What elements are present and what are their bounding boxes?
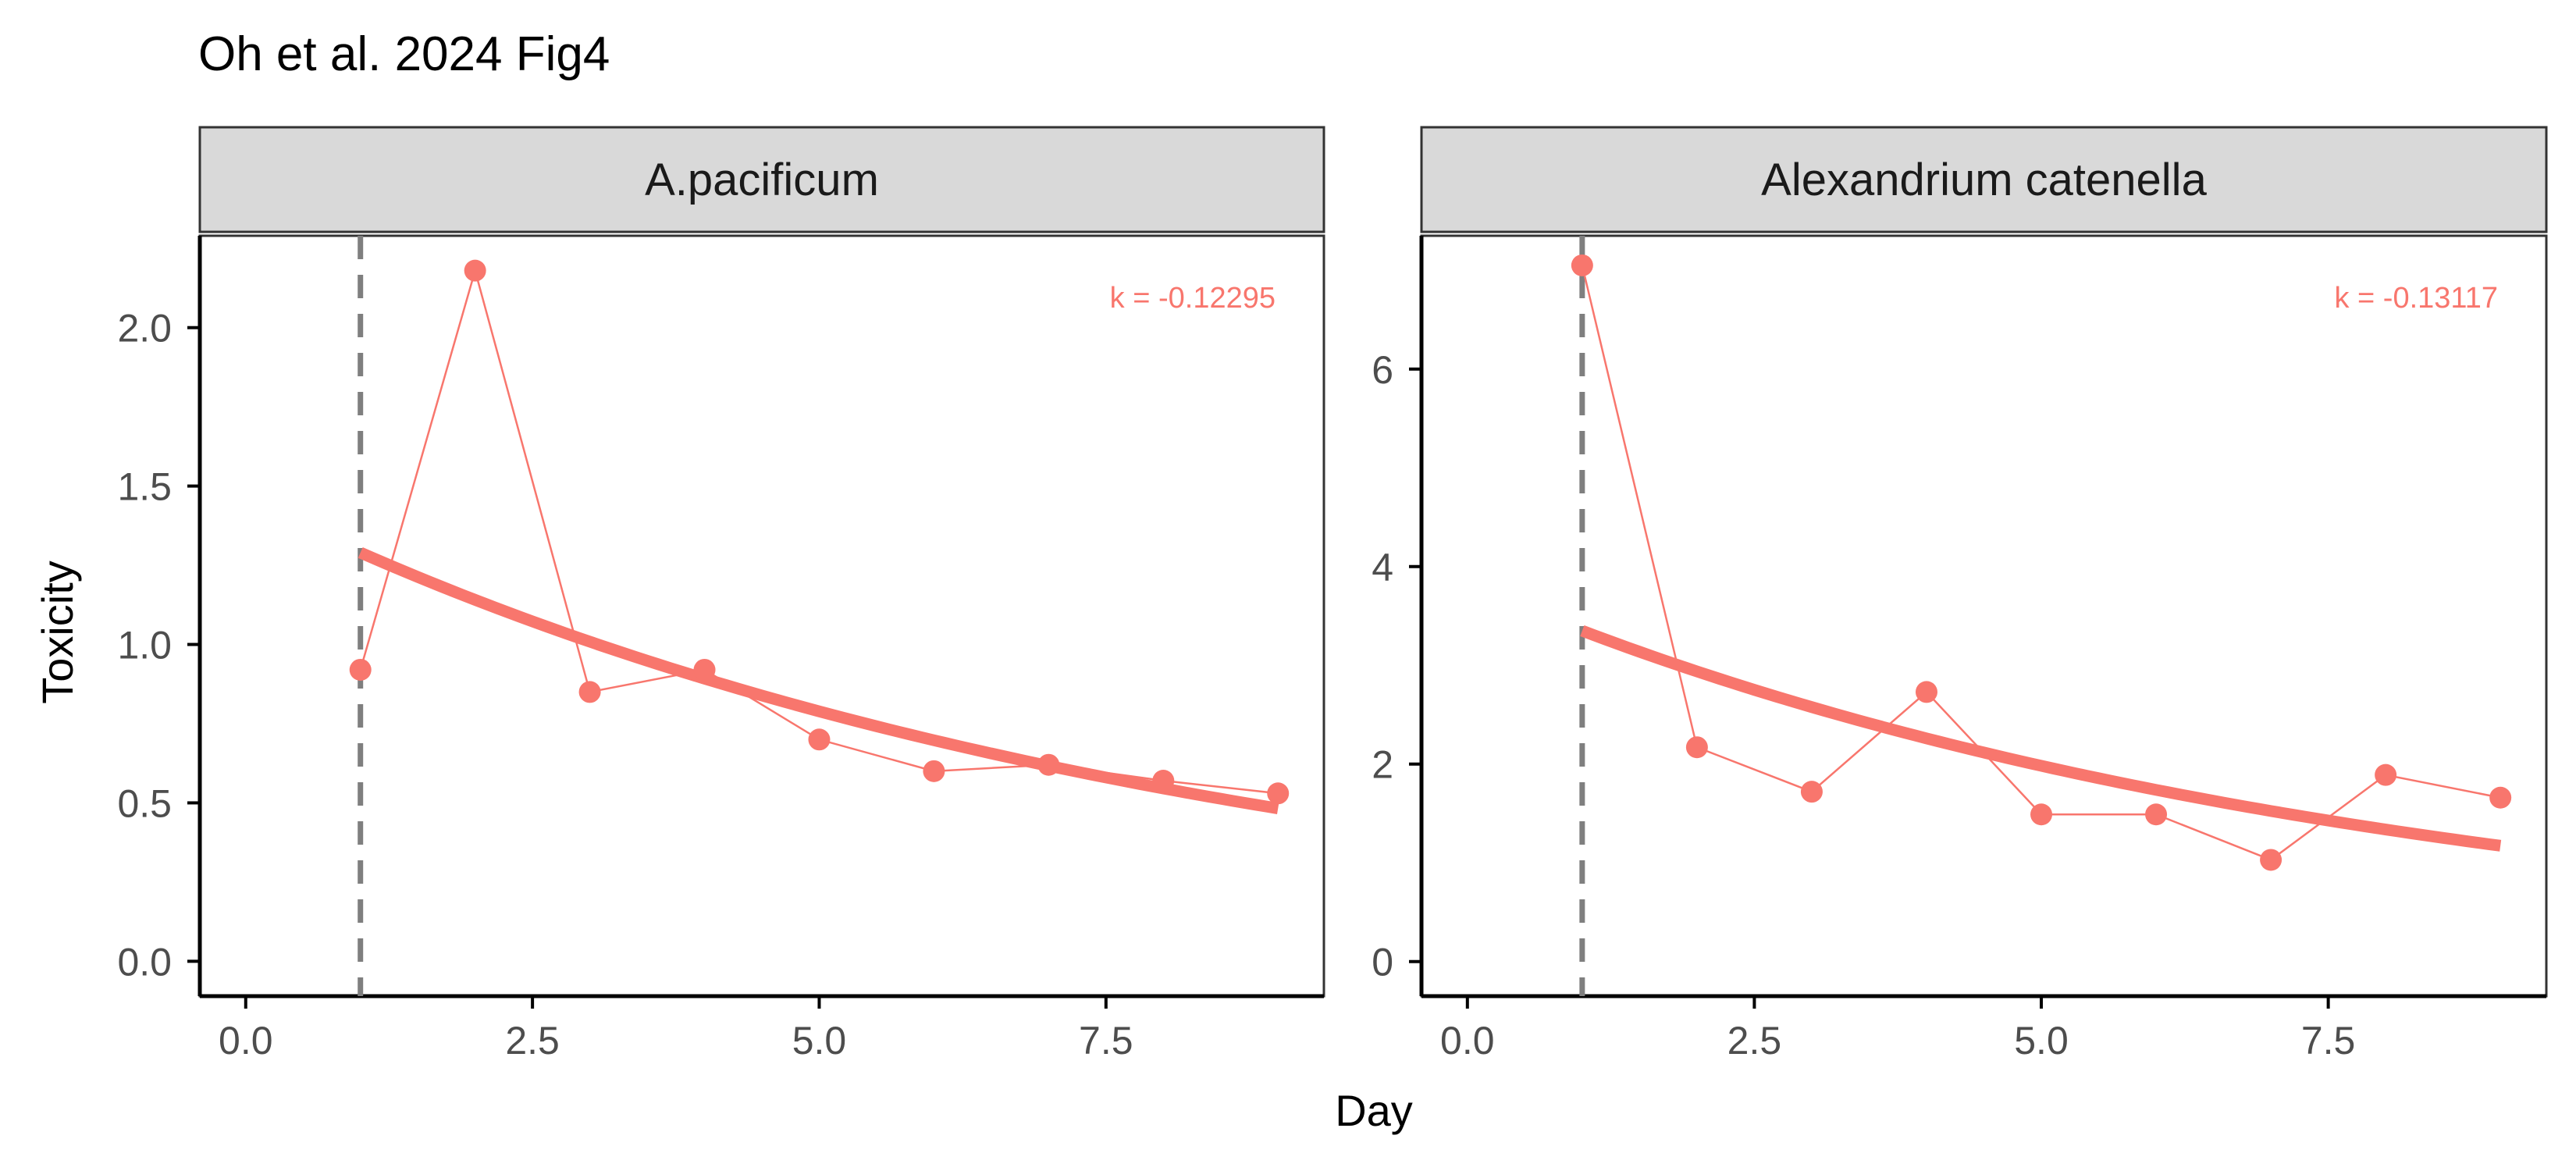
figure-title: Oh et al. 2024 Fig4: [198, 27, 610, 81]
y-tick-label: 2.0: [117, 307, 172, 351]
y-tick-label: 4: [1372, 546, 1393, 589]
x-tick-label: 2.5: [1727, 1019, 1782, 1062]
panel-1: A.pacificum 0.0 0.5 1.0 1.5 2.0 0.0 2.5 5.0 7.5 k …: [117, 126, 1325, 1062]
k-annotation: k = -0.12295: [1110, 282, 1276, 315]
x-tick-label: 7.5: [1079, 1019, 1133, 1062]
fit-curve: [1580, 625, 2502, 852]
x-tick-label: 0.0: [1440, 1019, 1495, 1062]
data-point: [1267, 782, 1290, 805]
y-tick-label: 0.0: [117, 940, 172, 984]
data-point: [2030, 803, 2053, 826]
panel-strip-label: A.pacificum: [645, 155, 879, 205]
panel-strip-label: Alexandrium catenella: [1761, 155, 2207, 205]
x-tick-label: 2.5: [505, 1019, 560, 1062]
y-tick-label: 1.5: [117, 465, 172, 509]
data-point: [1571, 254, 1593, 276]
fit-curve: [358, 546, 1279, 814]
y-axis-label: Toxicity: [33, 561, 82, 704]
data-point: [2145, 803, 2168, 826]
data-point: [923, 760, 945, 782]
data-point: [2260, 849, 2282, 871]
y-tick-label: 0.5: [117, 781, 172, 825]
panels: A.pacificum 0.0 0.5 1.0 1.5 2.0 0.0 2.5 5.0 7.5 k …: [117, 126, 2548, 1062]
panel-strip: [1420, 126, 2548, 233]
panel-2: Alexandrium catenella 0 2 4 6 0.0 2.5 5.0 7.5 k =…: [1372, 126, 2548, 1062]
data-point: [349, 658, 372, 681]
data-point: [1037, 753, 1060, 776]
panel-strip: [198, 126, 1325, 233]
data-point: [1915, 681, 1937, 703]
x-tick-label: 5.0: [792, 1019, 847, 1062]
x-tick-label: 7.5: [2301, 1019, 2356, 1062]
x-axis-label: Day: [1335, 1086, 1413, 1135]
panel-border: [198, 234, 1325, 998]
y-tick-label: 1.0: [117, 624, 172, 667]
data-point: [578, 681, 601, 703]
data-point: [693, 658, 716, 681]
x-tick-label: 0.0: [219, 1019, 273, 1062]
k-annotation: k = -0.13117: [2334, 282, 2498, 315]
x-tick-label: 5.0: [2014, 1019, 2069, 1062]
data-point: [2375, 763, 2397, 786]
data-point: [1800, 781, 1823, 803]
data-point: [464, 259, 486, 282]
data-point: [1685, 736, 1708, 759]
y-tick-label: 0: [1372, 941, 1393, 984]
panel-border: [1420, 234, 2548, 998]
y-tick-label: 2: [1372, 743, 1393, 787]
data-point: [808, 728, 831, 751]
y-tick-label: 6: [1372, 348, 1393, 392]
data-point: [1152, 770, 1175, 792]
data-point: [2489, 786, 2512, 809]
